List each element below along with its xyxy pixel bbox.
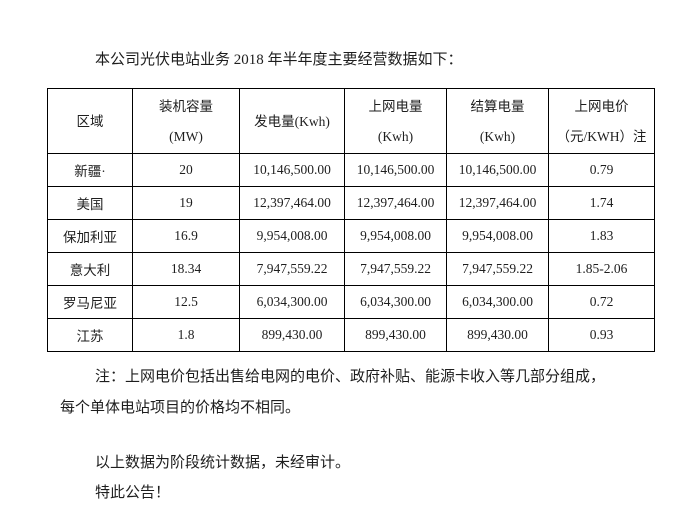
table-cell: 美国 <box>47 186 133 220</box>
table-cell: 0.93 <box>548 318 655 352</box>
table-cell: 7,947,559.22 <box>344 252 447 286</box>
table-cell: 10,146,500.00 <box>239 153 345 187</box>
table-row: 新疆· 20 10,146,500.00 10,146,500.00 10,146,50… <box>47 153 655 187</box>
table-cell: 899,430.00 <box>446 318 549 352</box>
table-cell: 6,034,300.00 <box>446 285 549 319</box>
table-row: 保加利亚 16.9 9,954,008.00 9,954,008.00 9,954,00… <box>47 219 655 253</box>
table-cell: 0.79 <box>548 153 655 187</box>
table-cell: 6,034,300.00 <box>344 285 447 319</box>
table-body: 新疆· 20 10,146,500.00 10,146,500.00 10,146,50… <box>47 153 655 352</box>
table-cell: 1.85-2.06 <box>548 252 655 286</box>
table-cell: 18.34 <box>132 252 240 286</box>
col-header: 结算电量 (Kwh) <box>446 88 549 154</box>
table-cell: 1.8 <box>132 318 240 352</box>
table-cell: 意大利 <box>47 252 133 286</box>
table-cell: 19 <box>132 186 240 220</box>
note-paragraph: 注：上网电价包括出售给电网的电价、政府补贴、能源卡收入等几部分组成， 每个单体电… <box>60 362 659 424</box>
footer-announcement: 特此公告！ <box>95 485 171 501</box>
table-cell: 12.5 <box>132 285 240 319</box>
note-line-2: 每个单体电站项目的价格均不相同。 <box>60 400 301 416</box>
table-cell: 9,954,008.00 <box>239 219 345 253</box>
table-header-row: 区域 装机容量 (MW) 发电量(Kwh) 上网电量 (Kwh) 结算电量 (Kwh) 上网电价… <box>47 88 655 154</box>
table-cell: 新疆· <box>47 153 133 187</box>
note-line-1: 注：上网电价包括出售给电网的电价、政府补贴、能源卡收入等几部分组成， <box>95 369 606 385</box>
table-cell: 12,397,464.00 <box>239 186 345 220</box>
table-cell: 10,146,500.00 <box>446 153 549 187</box>
table-row: 罗马尼亚 12.5 6,034,300.00 6,034,300.00 6,034,30… <box>47 285 655 319</box>
table-cell: 7,947,559.22 <box>239 252 345 286</box>
table-cell: 12,397,464.00 <box>446 186 549 220</box>
table-cell: 10,146,500.00 <box>344 153 447 187</box>
table-row: 意大利 18.34 7,947,559.22 7,947,559.22 7,947,55… <box>47 252 655 286</box>
table-cell: 9,954,008.00 <box>344 219 447 253</box>
table-cell: 罗马尼亚 <box>47 285 133 319</box>
table-cell: 20 <box>132 153 240 187</box>
table-container: 区域 装机容量 (MW) 发电量(Kwh) 上网电量 (Kwh) 结算电量 (Kwh) 上网电价… <box>47 88 655 352</box>
col-header: 装机容量 (MW) <box>132 88 240 154</box>
col-header: 上网电价 （元/KWH）注 <box>548 88 655 154</box>
table-cell: 7,947,559.22 <box>446 252 549 286</box>
table-cell: 899,430.00 <box>344 318 447 352</box>
table-cell: 江苏 <box>47 318 133 352</box>
col-header: 上网电量 (Kwh) <box>344 88 447 154</box>
intro-paragraph: 本公司光伏电站业务 2018 年半年度主要经营数据如下： <box>95 52 463 68</box>
table-cell: 16.9 <box>132 219 240 253</box>
operating-data-table: 区域 装机容量 (MW) 发电量(Kwh) 上网电量 (Kwh) 结算电量 (Kwh) 上网电价… <box>47 88 655 352</box>
table-row: 美国 19 12,397,464.00 12,397,464.00 12,397,464… <box>47 186 655 220</box>
table-cell: 0.72 <box>548 285 655 319</box>
table-cell: 6,034,300.00 <box>239 285 345 319</box>
table-cell: 9,954,008.00 <box>446 219 549 253</box>
footer-statement: 以上数据为阶段统计数据，未经审计。 <box>95 455 351 471</box>
footer-block: 以上数据为阶段统计数据，未经审计。 特此公告！ <box>60 448 659 508</box>
table-header: 区域 装机容量 (MW) 发电量(Kwh) 上网电量 (Kwh) 结算电量 (Kwh) 上网电价… <box>47 88 655 154</box>
table-cell: 899,430.00 <box>239 318 345 352</box>
col-header: 发电量(Kwh) <box>239 88 345 154</box>
col-header: 区域 <box>47 88 133 154</box>
table-cell: 12,397,464.00 <box>344 186 447 220</box>
table-row: 江苏 1.8 899,430.00 899,430.00 899,430.00 0.93 <box>47 318 655 352</box>
table-cell: 保加利亚 <box>47 219 133 253</box>
table-cell: 1.83 <box>548 219 655 253</box>
table-cell: 1.74 <box>548 186 655 220</box>
